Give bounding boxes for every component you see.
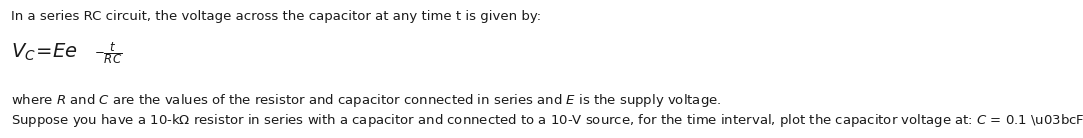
Text: where $\mathit{R}$ and $\mathit{C}$ are the values of the resistor and capacitor: where $\mathit{R}$ and $\mathit{C}$ are … <box>11 92 721 109</box>
Text: In a series RC circuit, the voltage across the capacitor at any time t is given : In a series RC circuit, the voltage acro… <box>11 10 542 23</box>
Text: $-\dfrac{\mathit{t}}{\mathit{RC}}$: $-\dfrac{\mathit{t}}{\mathit{RC}}$ <box>94 40 122 66</box>
Text: Suppose you have a 10-k$\Omega$ resistor in series with a capacitor and connecte: Suppose you have a 10-k$\Omega$ resistor… <box>11 112 1083 129</box>
Text: $\mathit{V}_{\mathit{C}}\!=\!\mathit{E}\mathit{e}$: $\mathit{V}_{\mathit{C}}\!=\!\mathit{E}\… <box>11 42 78 63</box>
